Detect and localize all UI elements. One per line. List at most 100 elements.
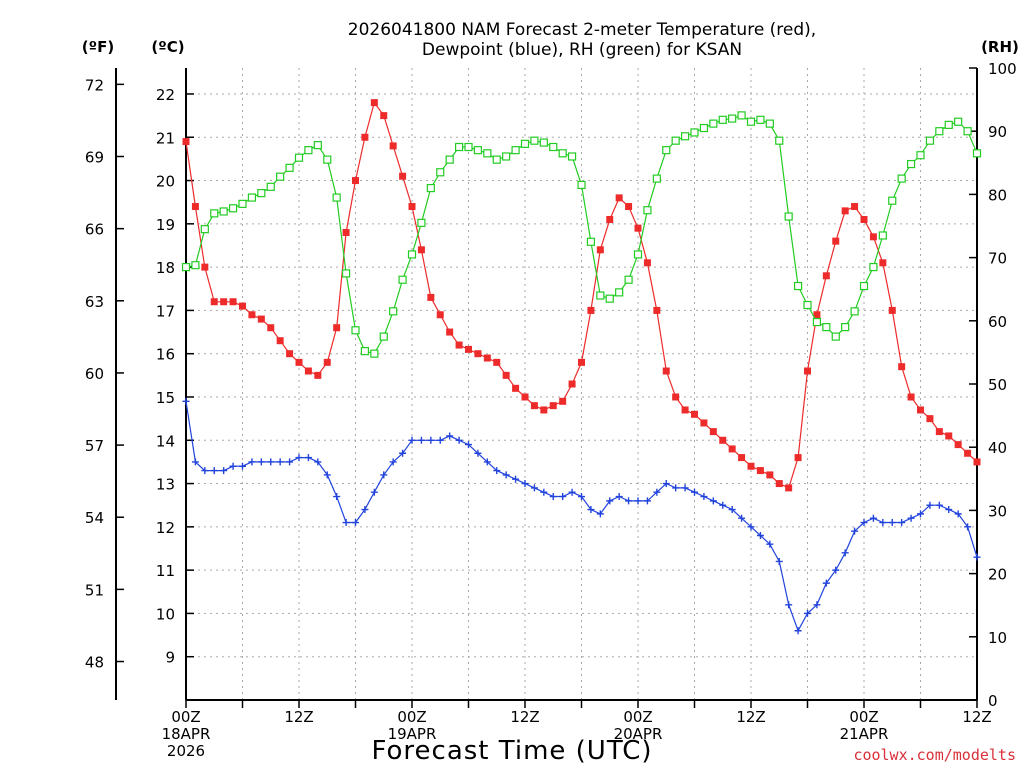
data-point bbox=[973, 458, 981, 466]
data-point bbox=[935, 428, 943, 436]
data-point bbox=[671, 136, 680, 145]
time-tick-label: 00Z bbox=[623, 708, 652, 726]
data-point bbox=[323, 155, 332, 164]
data-point bbox=[191, 458, 199, 466]
data-point bbox=[257, 315, 265, 323]
data-point bbox=[578, 358, 585, 366]
chart-title-line2: Dewpoint (blue), RH (green) for KSAN bbox=[422, 40, 742, 60]
data-point bbox=[352, 177, 359, 185]
data-point bbox=[351, 326, 360, 335]
data-point bbox=[520, 139, 530, 148]
data-point bbox=[567, 152, 577, 161]
time-tick-label: 19APR bbox=[388, 725, 437, 743]
data-point bbox=[596, 291, 605, 300]
celsius-tick-label: 12 bbox=[156, 519, 175, 537]
data-point bbox=[699, 123, 709, 133]
grid-lines bbox=[186, 68, 977, 700]
data-point bbox=[568, 380, 576, 388]
data-point bbox=[605, 294, 614, 303]
data-point bbox=[389, 307, 398, 316]
data-point bbox=[690, 128, 699, 137]
celsius-tick-label: 15 bbox=[156, 389, 175, 407]
data-point bbox=[436, 436, 444, 444]
data-point bbox=[313, 141, 322, 150]
data-point bbox=[238, 199, 247, 208]
data-point bbox=[408, 203, 416, 211]
data-point bbox=[944, 120, 953, 129]
data-point bbox=[512, 384, 520, 392]
data-point bbox=[653, 488, 661, 496]
data-point bbox=[182, 397, 190, 405]
time-tick-label: 21APR bbox=[840, 725, 889, 743]
data-point bbox=[295, 358, 303, 366]
data-point bbox=[407, 250, 417, 259]
celsius-tick-label: 20 bbox=[156, 173, 175, 191]
data-point bbox=[926, 501, 934, 509]
data-point bbox=[859, 281, 869, 291]
data-point bbox=[643, 497, 651, 505]
data-point bbox=[662, 480, 670, 488]
data-point bbox=[681, 484, 689, 492]
data-point bbox=[436, 311, 444, 319]
fahrenheit-tick-label: 57 bbox=[85, 437, 104, 455]
data-point bbox=[191, 203, 199, 211]
fahrenheit-tick-label: 66 bbox=[85, 221, 104, 239]
series-0 bbox=[182, 99, 981, 492]
data-series bbox=[181, 99, 982, 635]
data-point bbox=[869, 233, 877, 241]
data-point bbox=[549, 493, 557, 501]
rh-tick-label: 0 bbox=[988, 692, 998, 710]
rh-tick-label: 40 bbox=[988, 439, 1007, 457]
data-point bbox=[765, 119, 774, 128]
data-point bbox=[945, 506, 953, 514]
data-point bbox=[304, 454, 312, 462]
data-point bbox=[389, 142, 397, 150]
data-point bbox=[502, 471, 510, 479]
data-point bbox=[822, 579, 830, 587]
data-point bbox=[578, 493, 585, 501]
data-point bbox=[935, 127, 944, 136]
data-point bbox=[738, 454, 746, 462]
data-point bbox=[294, 153, 304, 162]
unit-label-rh: (RH) bbox=[981, 38, 1019, 56]
data-point bbox=[549, 142, 558, 152]
data-point bbox=[352, 519, 359, 527]
data-point bbox=[210, 467, 218, 475]
data-point bbox=[869, 514, 877, 522]
data-point bbox=[483, 149, 492, 158]
data-point bbox=[323, 471, 331, 479]
data-point bbox=[784, 212, 793, 221]
data-point bbox=[417, 436, 425, 444]
data-point bbox=[615, 288, 624, 297]
time-tick-label: 2026 bbox=[167, 742, 205, 760]
data-point bbox=[257, 458, 265, 466]
data-point bbox=[521, 480, 529, 488]
rh-tick-label: 80 bbox=[988, 186, 1007, 204]
data-point bbox=[935, 501, 943, 509]
time-tick-label: 12Z bbox=[736, 708, 765, 726]
fahrenheit-tick-label: 54 bbox=[85, 509, 104, 527]
data-point bbox=[709, 497, 717, 505]
data-point bbox=[267, 324, 275, 332]
data-point bbox=[794, 627, 802, 635]
data-point bbox=[342, 228, 350, 236]
data-point bbox=[427, 436, 435, 444]
data-point bbox=[972, 149, 982, 158]
data-point bbox=[728, 445, 736, 453]
data-point bbox=[917, 510, 924, 518]
celsius-tick-label: 18 bbox=[156, 259, 175, 277]
data-point bbox=[511, 146, 520, 155]
data-point bbox=[483, 354, 491, 362]
data-point bbox=[436, 168, 445, 177]
data-point bbox=[380, 112, 388, 120]
data-point bbox=[785, 484, 793, 492]
time-tick-label: 20APR bbox=[614, 725, 663, 743]
data-point bbox=[182, 138, 190, 146]
time-tick-label: 12Z bbox=[510, 708, 539, 726]
time-tick-label: 00Z bbox=[171, 708, 200, 726]
data-point bbox=[680, 132, 690, 141]
time-tick-label: 12Z bbox=[962, 708, 991, 726]
data-point bbox=[888, 306, 896, 314]
celsius-tick-label: 19 bbox=[156, 216, 175, 234]
data-point bbox=[248, 458, 256, 466]
